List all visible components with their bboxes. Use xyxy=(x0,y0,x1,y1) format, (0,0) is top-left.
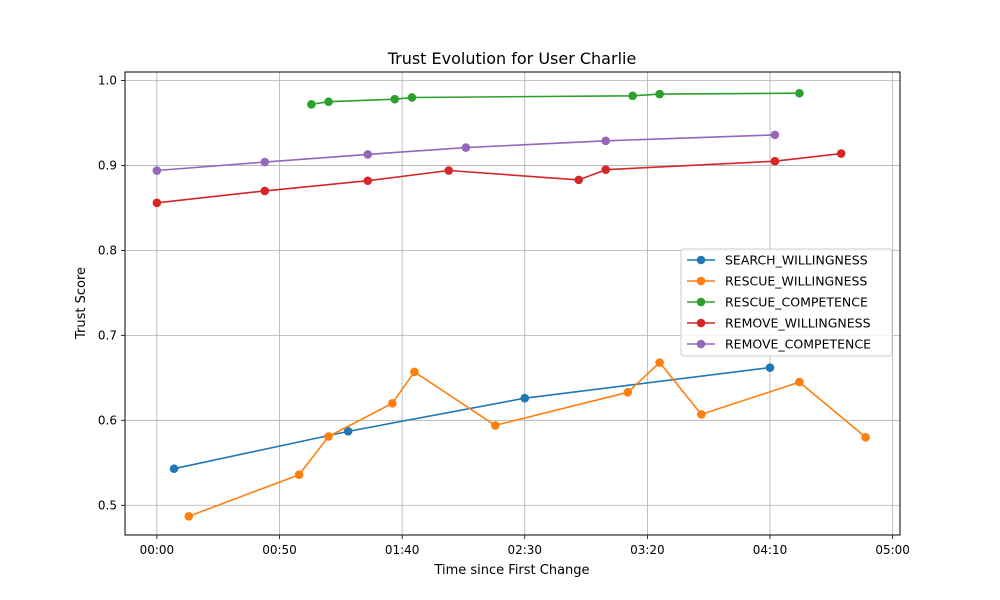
x-tick-label: 00:00 xyxy=(140,543,175,557)
y-tick-label: 0.8 xyxy=(98,243,117,257)
legend-item-remove-competence: REMOVE_COMPETENCE xyxy=(687,337,871,352)
data-point-remove-willingness xyxy=(770,156,780,166)
data-point-rescue-willingness xyxy=(491,421,500,430)
data-point-search-willingness xyxy=(520,393,530,403)
data-point-search-willingness xyxy=(765,363,775,372)
data-point-rescue-competence xyxy=(407,93,417,102)
data-point-rescue-willingness xyxy=(184,512,194,521)
data-point-remove-competence xyxy=(260,157,270,167)
legend-item-remove-willingness: REMOVE_WILLINGNESS xyxy=(687,316,871,331)
legend-item-rescue-willingness: RESCUE_WILLINGNESS xyxy=(687,274,867,289)
y-tick-label: 0.5 xyxy=(98,498,117,512)
x-tick-label: 00:50 xyxy=(262,543,297,557)
series-layer xyxy=(152,88,870,521)
y-tick-label: 0.6 xyxy=(98,413,117,427)
legend-marker xyxy=(696,276,706,286)
series-rescue-willingness xyxy=(184,358,870,521)
legend-label: SEARCH_WILLINGNESS xyxy=(725,253,868,268)
data-point-remove-willingness xyxy=(836,149,846,158)
series-line-rescue-willingness xyxy=(188,361,867,518)
legend-item-rescue-competence: RESCUE_COMPETENCE xyxy=(687,295,868,310)
series-line-rescue-competence xyxy=(311,92,800,106)
data-point-rescue-willingness xyxy=(388,399,397,408)
data-point-rescue-willingness xyxy=(294,470,304,479)
legend-label: REMOVE_WILLINGNESS xyxy=(725,316,871,331)
data-point-remove-willingness xyxy=(260,186,270,196)
data-point-remove-willingness xyxy=(444,166,454,175)
data-point-rescue-competence xyxy=(307,99,316,109)
y-tick-label: 0.9 xyxy=(98,158,117,172)
series-line-search-willingness xyxy=(173,366,771,470)
series-rescue-competence xyxy=(307,88,804,109)
x-tick-label: 03:20 xyxy=(630,543,665,557)
legend-label: RESCUE_WILLINGNESS xyxy=(725,274,867,289)
data-point-rescue-competence xyxy=(324,97,333,107)
legend-label: RESCUE_COMPETENCE xyxy=(725,295,868,310)
data-point-remove-willingness xyxy=(152,198,162,208)
data-point-rescue-willingness xyxy=(623,387,633,397)
data-point-rescue-competence xyxy=(795,88,804,98)
y-axis-label: Trust Score xyxy=(74,267,89,340)
series-line-remove-willingness xyxy=(156,152,842,204)
x-tick-label: 01:40 xyxy=(385,543,420,557)
legend-marker xyxy=(696,297,706,307)
y-axis-ticks: 0.5 0.6 0.7 0.8 0.9 1.0 xyxy=(98,73,125,512)
data-point-search-willingness xyxy=(343,427,353,436)
x-tick-label: 04:10 xyxy=(753,543,788,557)
legend-item-search-willingness: SEARCH_WILLINGNESS xyxy=(687,253,868,268)
series-remove-competence xyxy=(152,130,780,175)
plot-frame xyxy=(124,71,901,536)
data-point-rescue-willingness xyxy=(655,358,664,367)
data-point-remove-willingness xyxy=(601,165,610,174)
data-point-remove-competence xyxy=(152,166,162,175)
chart-title: Trust Evolution for User Charlie xyxy=(387,49,637,68)
data-point-remove-competence xyxy=(461,143,471,152)
legend-label: REMOVE_COMPETENCE xyxy=(725,337,871,352)
x-tick-label: 02:30 xyxy=(507,543,542,557)
legend-marker xyxy=(696,318,706,328)
x-tick-label: 05:00 xyxy=(875,543,910,557)
data-point-rescue-willingness xyxy=(697,410,706,419)
series-line-remove-competence xyxy=(156,134,775,172)
data-point-rescue-competence xyxy=(390,94,400,104)
legend-marker xyxy=(696,339,706,349)
y-tick-label: 1.0 xyxy=(98,73,117,87)
data-point-rescue-competence xyxy=(655,89,664,99)
y-tick-label: 0.7 xyxy=(98,328,117,342)
data-point-rescue-competence xyxy=(628,91,637,101)
data-point-remove-competence xyxy=(363,150,373,159)
data-point-search-willingness xyxy=(169,464,179,474)
x-axis-label: Time since First Change xyxy=(433,563,589,578)
series-search-willingness xyxy=(169,363,775,474)
legend: SEARCH_WILLINGNESS RESCUE_WILLINGNESS RESC… xyxy=(680,248,893,357)
data-point-remove-competence xyxy=(770,130,780,140)
legend-marker xyxy=(696,255,706,265)
legend-box xyxy=(680,248,893,357)
data-point-remove-willingness xyxy=(574,175,584,185)
data-point-remove-competence xyxy=(601,136,610,146)
data-point-rescue-willingness xyxy=(795,377,804,387)
data-point-rescue-willingness xyxy=(410,367,419,377)
data-point-rescue-willingness xyxy=(324,432,333,441)
series-remove-willingness xyxy=(152,149,846,208)
data-point-remove-willingness xyxy=(363,176,373,186)
data-point-rescue-willingness xyxy=(861,433,870,442)
x-axis-ticks: 00:00 00:50 01:40 02:30 03:20 04:10 05:00 xyxy=(140,535,910,557)
